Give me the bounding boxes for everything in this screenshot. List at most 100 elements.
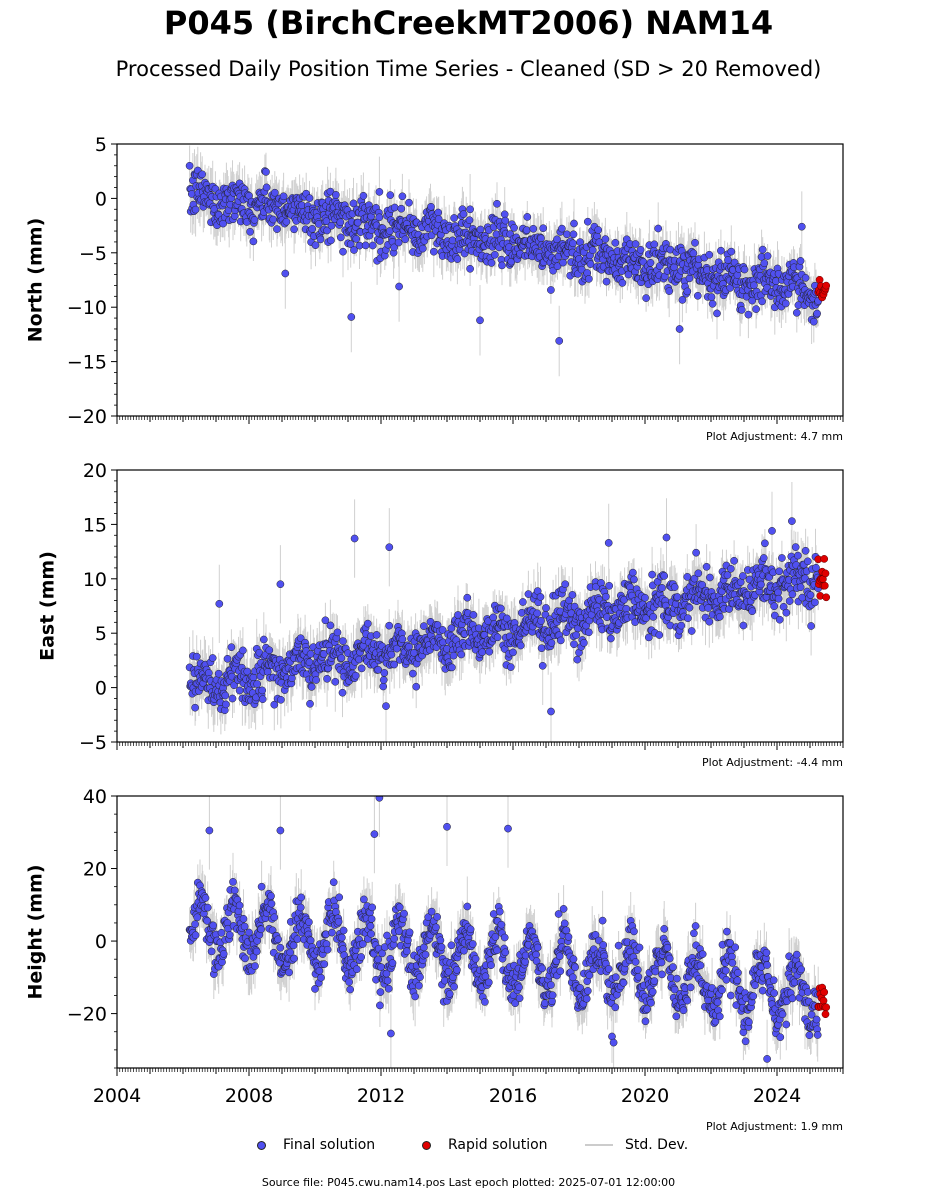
final-solution-point [770, 989, 779, 997]
final-solution-point [555, 337, 564, 345]
final-solution-point [207, 947, 216, 956]
final-solution-point [782, 1020, 791, 1029]
final-solution-point [569, 239, 577, 248]
final-solution-point [193, 913, 202, 922]
final-solution-point [239, 914, 248, 923]
final-solution-point [347, 313, 356, 321]
final-solution-point [465, 216, 474, 225]
final-solution-point [377, 963, 385, 971]
final-solution-point [673, 593, 682, 601]
final-solution-point [436, 936, 445, 945]
final-solution-point [478, 648, 487, 657]
final-solution-point [321, 616, 330, 625]
final-solution-point [693, 291, 702, 300]
final-solution-point [658, 584, 666, 592]
final-solution-point [660, 925, 669, 933]
final-solution-point [768, 527, 776, 535]
final-solution-point [605, 581, 614, 590]
final-solution-point [555, 952, 564, 961]
final-solution-point [270, 700, 279, 709]
final-solution-point [761, 539, 769, 548]
y-tick-label: 15 [83, 514, 107, 536]
final-solution-point [427, 907, 436, 916]
final-solution-point [670, 583, 679, 591]
final-solution-point [245, 928, 253, 937]
final-solution-point [225, 931, 234, 939]
final-solution-point [453, 966, 461, 974]
final-solution-point [438, 626, 447, 634]
final-solution-point [221, 691, 230, 700]
final-solution-point [718, 986, 726, 994]
final-solution-point [733, 976, 742, 985]
y-tick-label: −15 [67, 352, 107, 374]
x-tick-label: 2004 [93, 1085, 141, 1107]
final-solution-points [185, 796, 823, 1063]
y-tick-label: −5 [79, 243, 107, 265]
final-solution-point [306, 699, 314, 708]
final-solution-point [250, 216, 259, 224]
final-solution-point [812, 563, 820, 572]
final-solution-point [673, 974, 681, 983]
final-solution-point [585, 971, 594, 980]
rapid-solution-point [822, 593, 831, 602]
y-axis-label: North (mm) [25, 218, 47, 343]
final-solution-point [538, 661, 547, 670]
final-solution-point [556, 636, 565, 645]
y-tick-label: −5 [79, 732, 107, 754]
final-solution-point [398, 192, 407, 201]
final-solution-point [385, 621, 394, 630]
final-solution-point [614, 941, 623, 950]
final-solution-point [493, 946, 501, 955]
final-solution-point [450, 214, 458, 222]
final-solution-point [397, 204, 406, 213]
final-solution-point [312, 676, 320, 684]
final-solution-point [443, 822, 451, 831]
final-solution-point [267, 899, 276, 908]
final-solution-point [634, 972, 643, 981]
final-solution-point [203, 917, 212, 925]
final-solution-point [481, 972, 490, 981]
final-solution-point [350, 246, 358, 254]
final-solution-point [466, 925, 475, 934]
final-solution-point [262, 183, 271, 192]
final-solution-point [683, 573, 692, 581]
final-solution-point [737, 306, 746, 314]
final-solution-point [631, 958, 640, 966]
final-solution-point [405, 642, 413, 651]
final-solution-point [276, 580, 285, 589]
final-solution-point [257, 925, 265, 934]
final-solution-point [585, 275, 593, 283]
final-solution-point [797, 965, 806, 974]
final-solution-point [641, 1017, 650, 1026]
final-solution-point [421, 950, 430, 959]
final-solution-point [203, 903, 212, 912]
final-solution-point [331, 677, 340, 686]
final-solution-point [564, 933, 573, 941]
final-solution-point [409, 669, 417, 678]
final-solution-point [361, 241, 370, 250]
final-solution-point [570, 640, 578, 649]
final-solution-point [326, 621, 335, 630]
rapid-solution-point [820, 581, 829, 590]
final-solution-point [533, 609, 542, 618]
final-solution-point [748, 607, 757, 616]
final-solution-point [781, 299, 790, 308]
y-tick-label: 0 [95, 188, 107, 210]
final-solution-point [240, 922, 249, 931]
final-solution-point [289, 941, 298, 950]
final-solution-point [382, 702, 390, 710]
final-solution-point [317, 973, 325, 982]
final-solution-point [497, 920, 506, 929]
final-solution-point [198, 170, 207, 179]
final-solution-point [360, 895, 368, 904]
final-solution-point [759, 554, 768, 562]
final-solution-point [715, 1012, 724, 1021]
final-solution-point [702, 562, 711, 571]
final-solution-point [726, 939, 735, 947]
final-solution-point [448, 663, 456, 672]
legend-label-std: Std. Dev. [625, 1137, 689, 1153]
final-solution-point [376, 237, 384, 245]
y-tick-label: 0 [95, 678, 107, 700]
final-solution-point [677, 621, 686, 630]
final-solution-point [665, 954, 674, 963]
